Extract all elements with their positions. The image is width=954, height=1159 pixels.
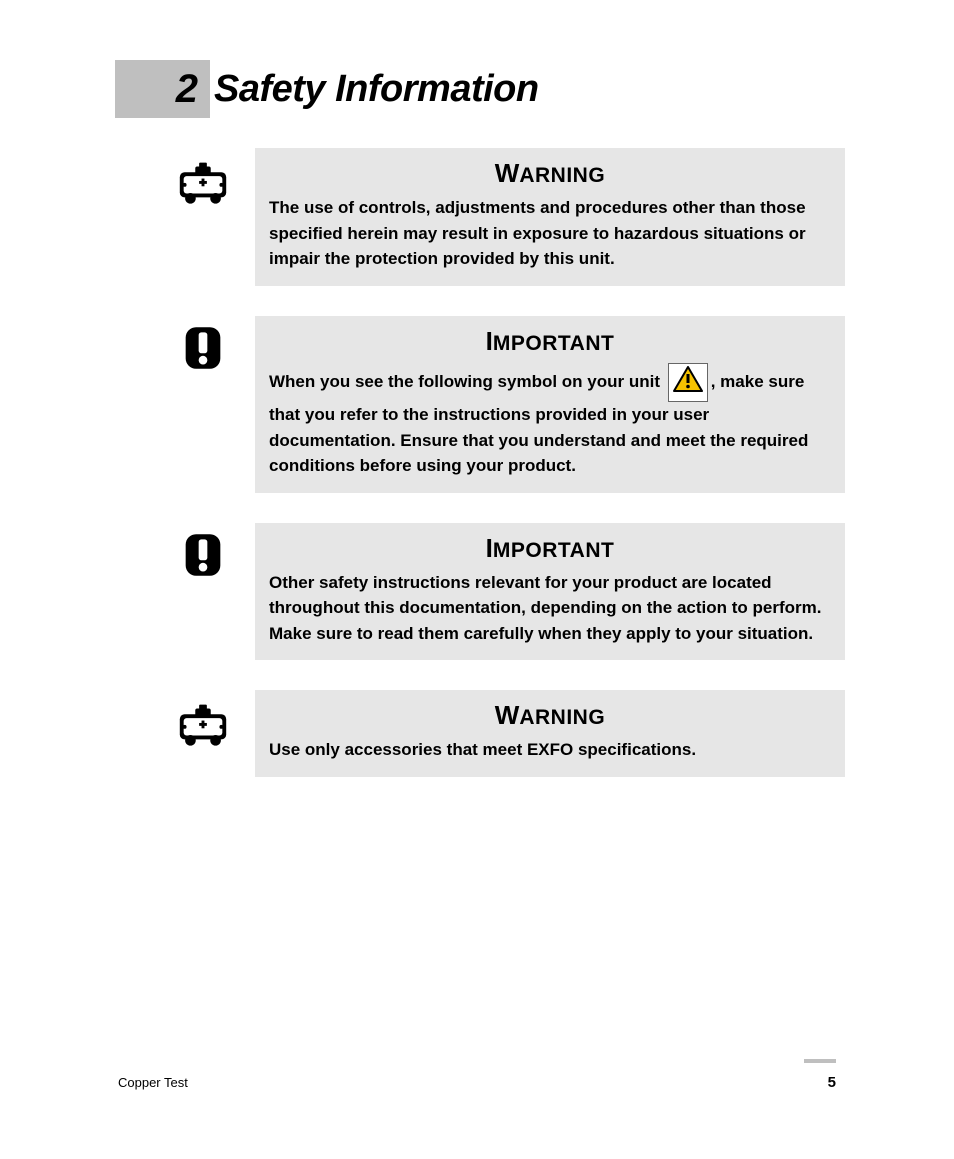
notice-body: Use only accessories that meet EXFO spec… <box>269 737 831 763</box>
notice-heading-rest: MPORTANT <box>493 332 614 355</box>
notice-body: Other safety instructions relevant for y… <box>269 570 831 647</box>
notice-block: IMPORTANT When you see the following symb… <box>173 316 845 493</box>
notice-block: IMPORTANT Other safety instructions relev… <box>173 523 845 661</box>
notice-box: WARNING Use only accessories that meet EX… <box>255 690 845 777</box>
notice-box: IMPORTANT When you see the following symb… <box>255 316 845 493</box>
chapter-number-badge: 2 <box>115 60 210 118</box>
chapter-header: 2 Safety Information <box>115 60 845 118</box>
notice-heading-first: I <box>486 533 493 563</box>
notice-heading-rest: ARNING <box>519 164 605 187</box>
notice-heading-rest: MPORTANT <box>493 539 614 562</box>
notice-heading: IMPORTANT <box>269 326 831 357</box>
notice-box: IMPORTANT Other safety instructions relev… <box>255 523 845 661</box>
chapter-title: Safety Information <box>214 68 539 111</box>
notice-list: WARNINGThe use of controls, adjustments … <box>115 148 845 777</box>
notice-block: WARNING The use of controls, adjustments … <box>173 148 845 286</box>
notice-body-pre: When you see the following symbol on you… <box>269 372 665 391</box>
notice-heading-rest: ARNING <box>519 706 605 729</box>
footer-rule <box>804 1059 836 1063</box>
page-content: 2 Safety Information WARNINGThe use of c… <box>115 60 845 807</box>
notice-icon-col <box>173 316 233 376</box>
exclamation-icon <box>177 527 229 583</box>
notice-body-text: Use only accessories that meet EXFO spec… <box>269 740 696 759</box>
notice-heading-first: I <box>486 326 493 356</box>
exclamation-icon <box>177 320 229 376</box>
notice-icon-col <box>173 690 233 750</box>
notice-icon-col <box>173 523 233 583</box>
page-footer: Copper Test 5 <box>118 1074 836 1091</box>
notice-heading-first: W <box>495 158 520 188</box>
notice-heading: IMPORTANT <box>269 533 831 564</box>
notice-heading-first: W <box>495 700 520 730</box>
notice-heading: WARNING <box>269 700 831 731</box>
notice-heading: WARNING <box>269 158 831 189</box>
notice-body-text: Other safety instructions relevant for y… <box>269 573 821 643</box>
footer-page-number: 5 <box>828 1074 836 1091</box>
footer-left: Copper Test <box>118 1075 188 1090</box>
chapter-number: 2 <box>176 67 198 112</box>
ambulance-icon <box>174 694 232 750</box>
ambulance-icon <box>174 152 232 208</box>
warning-triangle-icon <box>668 363 708 403</box>
notice-body-text: The use of controls, adjustments and pro… <box>269 198 806 268</box>
notice-icon-col <box>173 148 233 208</box>
notice-block: WARNING Use only accessories that meet EX… <box>173 690 845 777</box>
notice-body: The use of controls, adjustments and pro… <box>269 195 831 272</box>
notice-box: WARNING The use of controls, adjustments … <box>255 148 845 286</box>
notice-body: When you see the following symbol on you… <box>269 363 831 479</box>
